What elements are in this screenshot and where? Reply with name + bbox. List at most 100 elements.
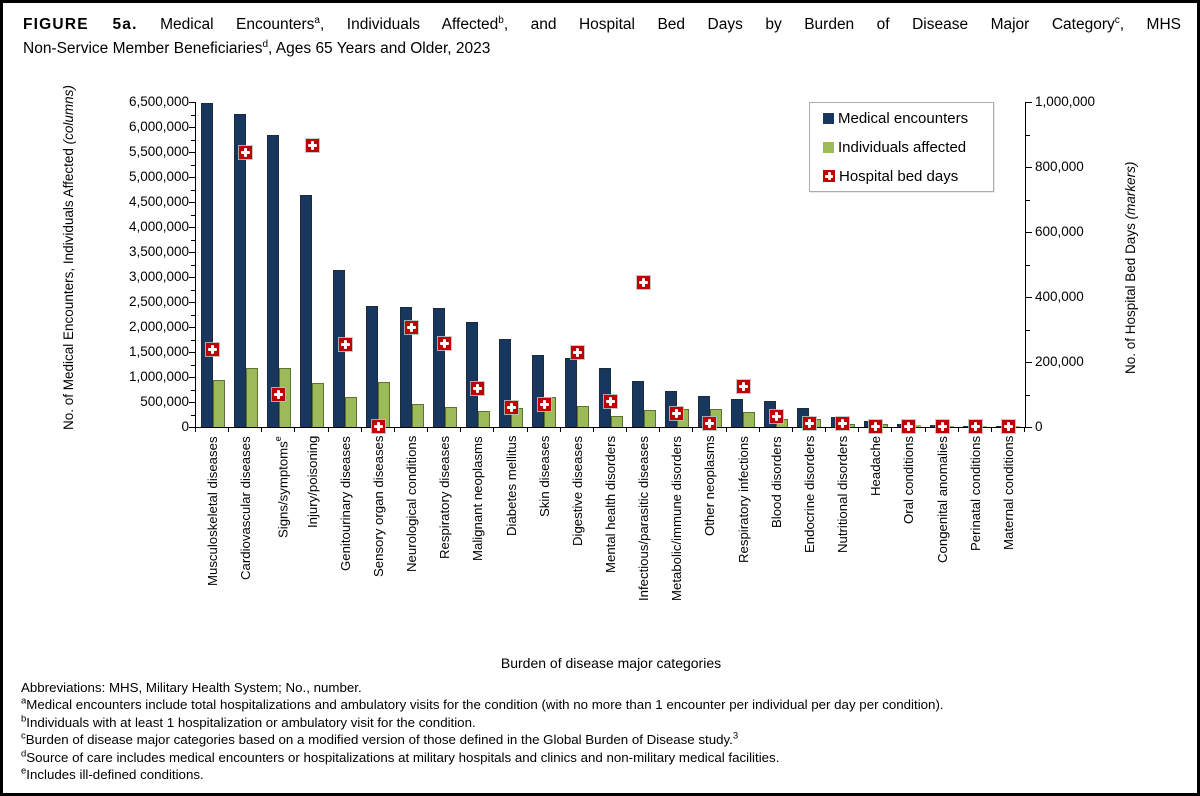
category-label: Musculoskeletal diseases [205, 436, 220, 586]
title-superscript: d [262, 38, 269, 50]
right-axis-minor-tick [1026, 394, 1030, 396]
x-axis-tick [527, 428, 528, 432]
legend-label: Hospital bed days [839, 167, 959, 185]
category-label: Respiratory infections [736, 436, 751, 563]
right-axis-major-tick [1026, 362, 1032, 363]
marker-hospital-bed-days [836, 417, 849, 430]
legend-label: Medical encounters [838, 109, 969, 127]
right-axis-major-tick [1026, 167, 1032, 168]
bar-individuals-affected [445, 407, 457, 427]
marker-hospital-bed-days [405, 321, 418, 334]
footnote-text: Medical encounters include total hospita… [26, 697, 944, 713]
left-axis-minor-tick [191, 364, 195, 366]
square-swatch-icon [823, 141, 834, 153]
bar-individuals-affected [378, 382, 390, 427]
left-axis-major-tick [189, 152, 195, 153]
x-axis-tick [261, 428, 262, 432]
footnote-superscript: e [21, 765, 27, 777]
left-axis-tick-label: 6,500,000 [128, 94, 189, 109]
left-axis-minor-tick [191, 164, 195, 166]
category-label: Perinatal conditions [968, 436, 983, 552]
x-axis-tick [328, 428, 329, 432]
category-label: Nutritional disorders [835, 436, 850, 554]
right-axis-title: No. of Hospital Bed Days (markers) [1121, 118, 1141, 418]
x-axis-tick [460, 428, 461, 432]
x-axis-tick [228, 428, 229, 432]
category-label: Signs/symptomse [273, 436, 291, 538]
chart-legend: Medical encounters Individuals affected Ho… [809, 102, 994, 192]
marker-hospital-bed-days [239, 146, 252, 159]
left-axis-minor-tick [191, 139, 195, 141]
footnote-line: dSource of care includes medical encount… [21, 749, 1185, 766]
category-label: Endocrine disorders [802, 436, 817, 554]
x-axis-tick [925, 428, 926, 432]
x-axis-tick [560, 428, 561, 432]
right-axis-tick-label: 600,000 [1035, 224, 1084, 239]
title-text: Non-Service Member Beneficiaries [23, 39, 263, 57]
left-axis-minor-tick [191, 314, 195, 316]
bar-medical-encounters [234, 114, 246, 427]
category-label: Oral conditions [901, 436, 916, 524]
right-axis-line [1025, 102, 1026, 427]
left-axis-minor-tick [191, 389, 195, 391]
bar-individuals-affected [611, 416, 623, 427]
footnote-line: aMedical encounters include total hospit… [21, 696, 1185, 713]
marker-hospital-bed-days [770, 410, 783, 423]
left-axis-minor-tick [191, 289, 195, 291]
cross-marker-icon [823, 170, 835, 182]
category-label: Infectious/parasitic diseases [636, 436, 651, 601]
bar-individuals-affected [345, 397, 357, 427]
left-axis-tick-label: 1,000,000 [128, 369, 189, 384]
bar-medical-encounters [400, 307, 412, 427]
left-axis-minor-tick [191, 114, 195, 116]
x-axis-tick [361, 428, 362, 432]
category-label: Maternal conditions [1001, 436, 1016, 551]
right-axis-minor-tick [1026, 199, 1030, 201]
footnote-superscript: d [21, 748, 27, 760]
left-axis-major-tick [189, 302, 195, 303]
bar-medical-encounters [731, 399, 743, 427]
right-axis-title-text: No. of Hospital Bed Days [1123, 219, 1138, 375]
marker-hospital-bed-days [438, 337, 451, 350]
footnote-superscript: a [21, 695, 27, 707]
title-superscript: a [314, 14, 320, 26]
legend-item-medical-encounters: Medical encounters [810, 104, 993, 133]
bar-individuals-affected [213, 380, 225, 427]
x-axis-tick [958, 428, 959, 432]
marker-hospital-bed-days [969, 420, 982, 433]
footnotes: Abbreviations: MHS, Military Health Syst… [21, 679, 1185, 783]
bar-medical-encounters [466, 322, 478, 427]
legend-item-hospital-bed-days: Hospital bed days [810, 162, 993, 191]
footnote-superscript: b [21, 713, 27, 725]
category-footnote-superscript: e [273, 436, 283, 442]
left-axis-major-tick [189, 252, 195, 253]
bar-medical-encounters [433, 308, 445, 427]
left-axis-major-tick [189, 177, 195, 178]
bar-individuals-affected [478, 411, 490, 427]
footnote-text: Burden of disease major categories based… [25, 732, 733, 748]
marker-hospital-bed-days [936, 420, 949, 433]
left-axis-line [195, 102, 196, 427]
left-axis-major-tick [189, 377, 195, 378]
figure-title-line1: FIGURE 5a. Medical Encountersa, Individu… [23, 13, 1181, 37]
x-axis-tick [825, 428, 826, 432]
left-axis-minor-tick [191, 239, 195, 241]
category-label: Injury/poisoning [305, 436, 320, 529]
right-axis-title-italic: (markers) [1123, 161, 1138, 220]
chart-area: 6,500,000 6,000,000 5,500,000 5,000,000 4,50… [3, 3, 1197, 793]
x-axis-tick [692, 428, 693, 432]
bar-medical-encounters [267, 135, 279, 427]
title-text: , Individuals Affected [319, 16, 499, 33]
bar-individuals-affected [246, 368, 258, 427]
left-axis-tick-label: 4,500,000 [128, 194, 189, 209]
left-axis-minor-tick [191, 214, 195, 216]
bar-medical-encounters [532, 355, 544, 427]
x-axis-tick [394, 428, 395, 432]
bar-individuals-affected [909, 425, 921, 427]
left-axis-tick-label: 3,000,000 [128, 269, 189, 284]
right-axis-tick-label: 400,000 [1035, 289, 1084, 304]
marker-hospital-bed-days [505, 401, 518, 414]
left-axis-tick-label: 1,500,000 [128, 344, 189, 359]
marker-hospital-bed-days [737, 380, 750, 393]
left-axis-tick-label: 2,000,000 [128, 319, 189, 334]
